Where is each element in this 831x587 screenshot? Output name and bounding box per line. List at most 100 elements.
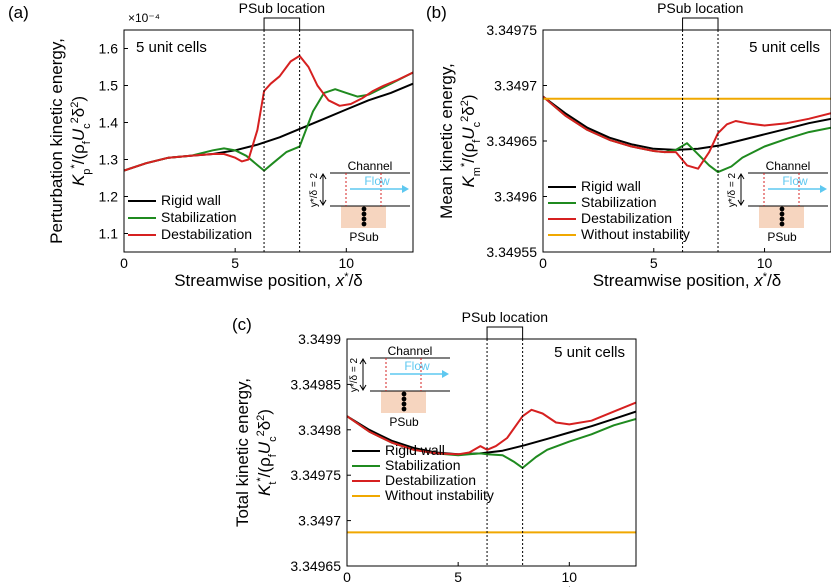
label-part: * [763, 271, 768, 283]
label-part: δ [69, 108, 88, 117]
label-part: f [471, 139, 483, 143]
label-part: /(ρ [459, 143, 478, 163]
inset-channel-label: Channel [766, 159, 811, 173]
legend: Rigid wallStabilizationDestabilizationWi… [352, 442, 494, 503]
label-part: K [255, 484, 274, 496]
series-line-rigid [347, 410, 636, 456]
chart-panel-b: (b) PSub location 0 5 10 3.34955 3.3496 3.34965… [426, 0, 831, 290]
y-axis-label-line2: Kp*/(ρfUc2δ2) [69, 96, 93, 186]
x-tick-label: 5 [231, 255, 239, 271]
plot-frame [346, 338, 637, 567]
label-part: 2 [69, 117, 81, 123]
legend-label-destab: Destabilization [385, 472, 476, 488]
inset-height-arrowhead-top [319, 173, 327, 180]
label-part: U [255, 441, 274, 454]
y-tick-label: 1.1 [99, 226, 119, 242]
y-tick-label: 3.34955 [486, 244, 537, 260]
y-axis-label-line2: Km*/(ρfUc2δ2) [459, 94, 483, 187]
y-tick-label: 3.3499 [298, 331, 341, 347]
inset-psub-label: PSub [349, 230, 379, 244]
annotation-unit-cells: 5 unit cells [136, 39, 207, 56]
inset-psub-dot [361, 216, 367, 222]
y-tick-label: 3.3497 [494, 78, 537, 94]
x-axis-label: Streamwise position, x*/δ [593, 271, 782, 290]
y-tick-label: 3.34965 [290, 558, 341, 574]
y-tick-label: 3.34975 [290, 467, 341, 483]
y-tick-label: 1.6 [99, 41, 119, 57]
legend-label-rigid: Rigid wall [161, 192, 221, 208]
panel-label: (c) [232, 315, 252, 334]
inset-psub-dot [361, 221, 367, 227]
inset-psub-dot [401, 396, 407, 402]
label-part: f [81, 140, 93, 144]
y-tick-label: 1.3 [99, 152, 119, 168]
psub-bracket [486, 326, 524, 339]
psub-bracket [682, 17, 719, 30]
label-part: 2 [255, 415, 267, 421]
y-tick-label: 3.34985 [290, 376, 341, 392]
series-line-destab [124, 54, 413, 172]
inset-flow-arrow-head [820, 185, 827, 193]
legend-label-none: Without instability [385, 487, 494, 503]
inset-height-arrowhead-top [737, 173, 745, 180]
y-axis-label-line2: Kt*/(ρfUc2δ2) [255, 409, 279, 496]
label-part: /δ [349, 271, 363, 290]
legend-label-stab: Stabilization [581, 194, 657, 210]
psub-location-label: PSub location [239, 0, 325, 16]
inset-psub-dot [361, 211, 367, 217]
inset-flow-label: Flow [364, 174, 390, 188]
label-part: δ [255, 421, 274, 430]
label-part: * [344, 271, 349, 283]
y-axis-label-line1: Mean kinetic energy, [437, 63, 456, 219]
series-line-stab [124, 71, 413, 172]
series-line-destab [347, 401, 636, 456]
series-group [347, 401, 636, 534]
label-part: c [267, 436, 279, 442]
y-tick-label: 3.3498 [298, 422, 341, 438]
psub-bracket [263, 17, 301, 30]
inset-psub-dot [779, 216, 785, 222]
label-part: K [459, 176, 478, 188]
label-part: x [558, 585, 568, 587]
label-part: * [255, 477, 267, 482]
inset-psub-dot [779, 206, 785, 212]
label-part: t [267, 482, 279, 485]
label-part: 2 [459, 116, 471, 122]
y-tick-label: 3.34975 [486, 22, 537, 38]
inset-psub-dot [401, 401, 407, 407]
label-part: 2 [69, 102, 81, 108]
y-axis-label-line1: Perturbation kinetic energy, [47, 38, 66, 244]
label-part: δ [459, 106, 478, 115]
series-group [124, 54, 413, 172]
label-part: 2 [255, 430, 267, 436]
legend-label-rigid: Rigid wall [581, 178, 641, 194]
inset-psub-dot [401, 391, 407, 397]
label-part: x [753, 271, 763, 290]
x-tick-label: 0 [120, 255, 128, 271]
label-part: ) [69, 96, 88, 102]
inset-psub-label: PSub [389, 415, 419, 429]
label-part: Streamwise position, [593, 271, 755, 290]
x-axis-label: Streamwise position, x*/δ [397, 585, 586, 587]
y-tick-label: 3.3496 [494, 189, 537, 205]
x-tick-label: 5 [650, 255, 658, 271]
label-part: ) [255, 409, 274, 415]
inset-height-label: y*/δ = 2 [727, 172, 738, 207]
chart-panel-a: (a) PSub location 0 5 10 1.1 1.2 1.3 1.4 1.5 1.6 St… [8, 0, 414, 290]
inset-flow-label: Flow [782, 174, 808, 188]
label-part: /(ρ [255, 457, 274, 477]
label-part: K [69, 174, 88, 186]
panel-label: (b) [426, 3, 447, 22]
inset-psub-label: PSub [767, 230, 797, 244]
chart-panel-c: (c) PSub location 0 5 10 3.34965 3.3497 3.34975… [232, 309, 637, 587]
label-part: U [459, 127, 478, 140]
inset-height-label: y*/δ = 2 [349, 357, 360, 392]
x-tick-label: 10 [562, 569, 578, 585]
y-tick-label: 3.3497 [298, 513, 341, 529]
y-tick-label: 1.5 [99, 78, 119, 94]
legend-label-rigid: Rigid wall [385, 442, 445, 458]
y-tick-label: 1.4 [99, 115, 119, 131]
